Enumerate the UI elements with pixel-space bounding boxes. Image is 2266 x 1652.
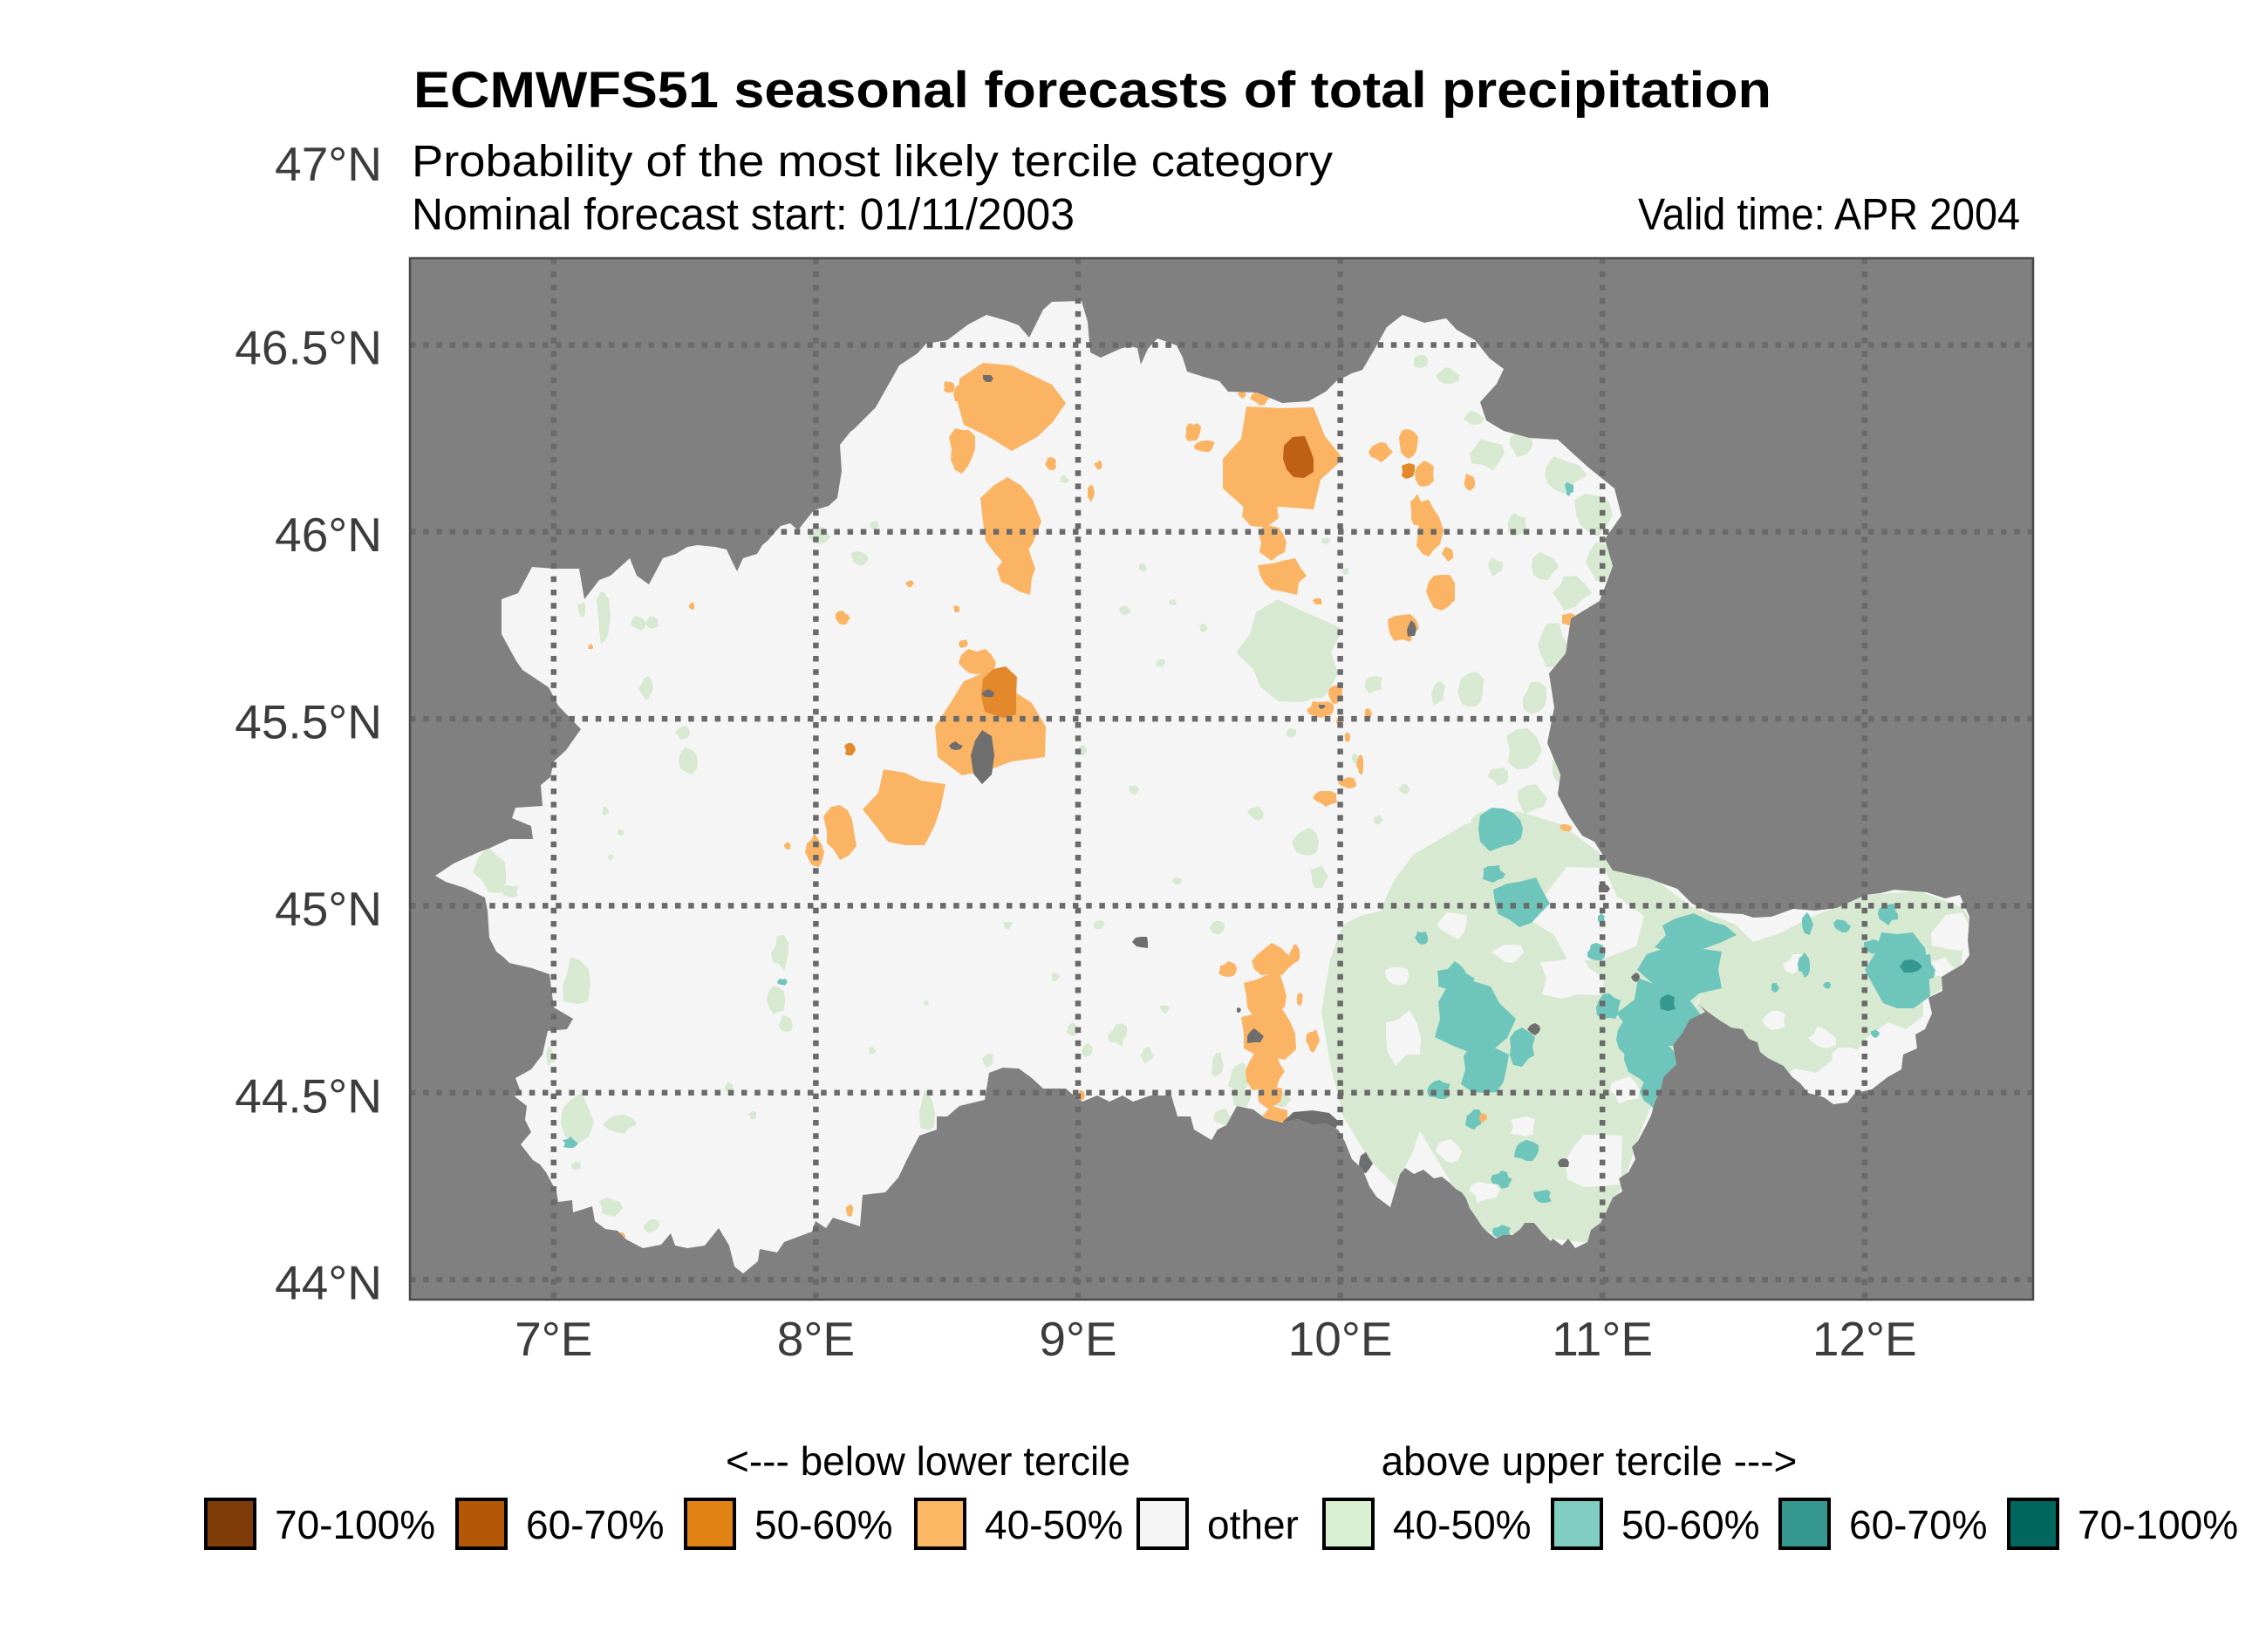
svg-text:60-70%: 60-70% [526,1502,665,1547]
svg-text:47°N: 47°N [275,137,382,191]
svg-text:45°N: 45°N [275,882,382,936]
svg-text:50-60%: 50-60% [1621,1502,1760,1547]
svg-text:9°E: 9°E [1039,1312,1116,1366]
svg-text:Probability of the most likely: Probability of the most likely tercile c… [412,136,1334,186]
svg-text:Nominal forecast start: 01/11/: Nominal forecast start: 01/11/2003 [412,189,1075,239]
svg-text:70-100%: 70-100% [2078,1502,2238,1547]
svg-text:70-100%: 70-100% [275,1502,435,1547]
svg-text:46°N: 46°N [275,508,382,562]
svg-text:ECMWFS51 seasonal forecasts of: ECMWFS51 seasonal forecasts of total pre… [413,62,1771,119]
svg-text:8°E: 8°E [777,1312,855,1366]
svg-text:45.5°N: 45.5°N [235,695,382,749]
svg-text:50-60%: 50-60% [754,1502,893,1547]
svg-text:11°E: 11°E [1552,1312,1653,1366]
svg-text:12°E: 12°E [1812,1312,1917,1366]
svg-text:above upper tercile --->: above upper tercile ---> [1382,1438,1798,1484]
svg-text:40-50%: 40-50% [985,1502,1123,1547]
svg-text:44.5°N: 44.5°N [235,1069,382,1123]
svg-text:<--- below lower tercile: <--- below lower tercile [726,1438,1130,1484]
svg-text:10°E: 10°E [1288,1312,1393,1366]
svg-text:60-70%: 60-70% [1849,1502,1988,1547]
svg-text:44°N: 44°N [275,1256,382,1310]
svg-text:Valid time: APR 2004: Valid time: APR 2004 [1638,189,2020,239]
svg-text:46.5°N: 46.5°N [235,321,382,375]
svg-text:other: other [1207,1502,1299,1547]
svg-text:40-50%: 40-50% [1393,1502,1532,1547]
svg-text:7°E: 7°E [515,1312,592,1366]
